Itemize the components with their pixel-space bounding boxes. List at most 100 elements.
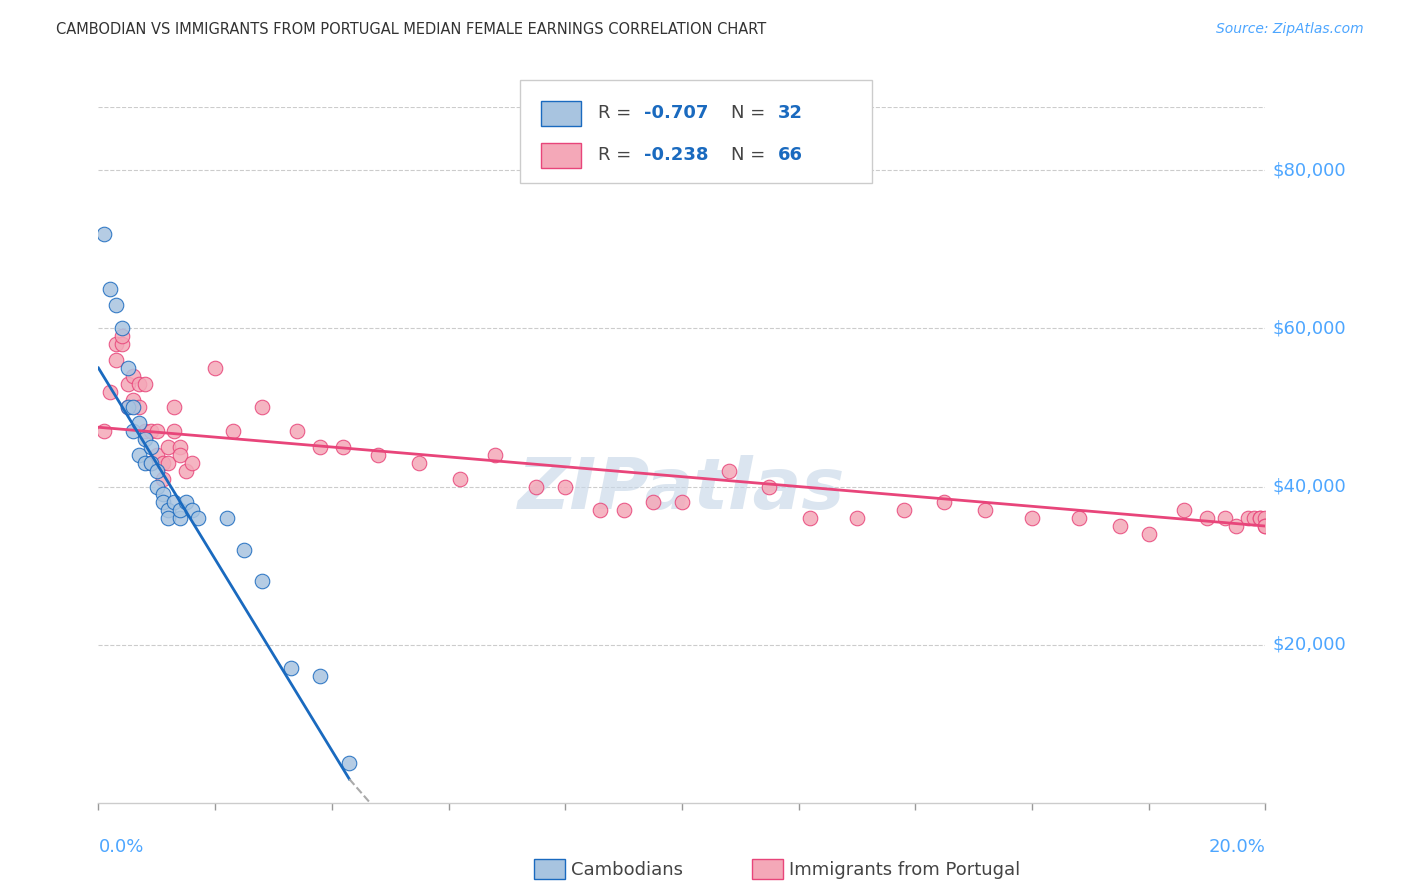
Point — [1243, 511, 1265, 525]
Point — [169, 440, 191, 454]
Text: -0.707: -0.707 — [644, 104, 709, 122]
Text: Source: ZipAtlas.com: Source: ZipAtlas.com — [1216, 22, 1364, 37]
Point — [1249, 511, 1271, 525]
Point — [1254, 519, 1277, 533]
Point — [152, 495, 174, 509]
Point — [285, 424, 308, 438]
Point — [117, 361, 139, 376]
Point — [280, 661, 302, 675]
Point — [163, 424, 186, 438]
Point — [139, 456, 162, 470]
Point — [337, 756, 360, 771]
Point — [215, 511, 238, 525]
Text: -0.238: -0.238 — [644, 146, 709, 164]
Point — [134, 456, 156, 470]
Point — [134, 432, 156, 446]
Point — [671, 495, 693, 509]
Point — [139, 424, 162, 438]
Point — [367, 448, 389, 462]
Point — [104, 298, 127, 312]
Point — [128, 376, 150, 391]
Point — [612, 503, 634, 517]
Point — [1254, 519, 1277, 533]
Point — [111, 337, 134, 351]
Point — [122, 401, 145, 415]
Point — [180, 456, 202, 470]
Point — [309, 669, 332, 683]
Point — [845, 511, 868, 525]
Point — [122, 392, 145, 407]
Point — [111, 321, 134, 335]
Point — [1137, 527, 1160, 541]
Point — [1237, 511, 1260, 525]
Point — [163, 495, 186, 509]
Point — [799, 511, 821, 525]
Point — [128, 448, 150, 462]
Point — [524, 479, 547, 493]
Point — [134, 424, 156, 438]
Text: R =: R = — [598, 104, 637, 122]
Point — [128, 401, 150, 415]
Point — [309, 440, 332, 454]
Point — [104, 337, 127, 351]
Point — [93, 424, 115, 438]
Point — [1173, 503, 1195, 517]
Text: N =: N = — [731, 104, 770, 122]
Text: Cambodians: Cambodians — [571, 861, 683, 879]
Point — [122, 424, 145, 438]
Point — [332, 440, 354, 454]
Point — [221, 424, 243, 438]
Point — [893, 503, 915, 517]
Point — [128, 417, 150, 431]
Point — [554, 479, 576, 493]
Point — [169, 503, 191, 517]
Point — [98, 384, 121, 399]
Text: 20.0%: 20.0% — [1209, 838, 1265, 856]
Point — [117, 401, 139, 415]
Point — [146, 464, 169, 478]
Point — [408, 456, 430, 470]
Text: R =: R = — [598, 146, 637, 164]
Text: CAMBODIAN VS IMMIGRANTS FROM PORTUGAL MEDIAN FEMALE EARNINGS CORRELATION CHART: CAMBODIAN VS IMMIGRANTS FROM PORTUGAL ME… — [56, 22, 766, 37]
Point — [111, 329, 134, 343]
Point — [163, 401, 186, 415]
Text: 0.0%: 0.0% — [98, 838, 143, 856]
Point — [1021, 511, 1043, 525]
Point — [122, 368, 145, 383]
Point — [484, 448, 506, 462]
Point — [117, 376, 139, 391]
Point — [152, 456, 174, 470]
Point — [152, 487, 174, 501]
Text: ZIPatlas: ZIPatlas — [519, 455, 845, 524]
Point — [717, 464, 740, 478]
Point — [641, 495, 664, 509]
Point — [139, 456, 162, 470]
Text: N =: N = — [731, 146, 770, 164]
Point — [758, 479, 780, 493]
Point — [93, 227, 115, 241]
Point — [169, 511, 191, 525]
Text: $20,000: $20,000 — [1272, 636, 1346, 654]
Point — [152, 472, 174, 486]
Point — [146, 424, 169, 438]
Point — [1195, 511, 1218, 525]
Point — [1254, 511, 1277, 525]
Text: $60,000: $60,000 — [1272, 319, 1346, 337]
Point — [1249, 511, 1271, 525]
Point — [233, 542, 256, 557]
Point — [1213, 511, 1236, 525]
Text: $80,000: $80,000 — [1272, 161, 1346, 179]
Point — [139, 440, 162, 454]
Point — [157, 503, 180, 517]
Point — [187, 511, 209, 525]
Point — [157, 440, 180, 454]
Point — [589, 503, 612, 517]
Point — [117, 401, 139, 415]
Point — [1108, 519, 1130, 533]
Point — [180, 503, 202, 517]
Point — [157, 456, 180, 470]
Text: 32: 32 — [778, 104, 803, 122]
Point — [934, 495, 956, 509]
Point — [134, 376, 156, 391]
Text: 66: 66 — [778, 146, 803, 164]
